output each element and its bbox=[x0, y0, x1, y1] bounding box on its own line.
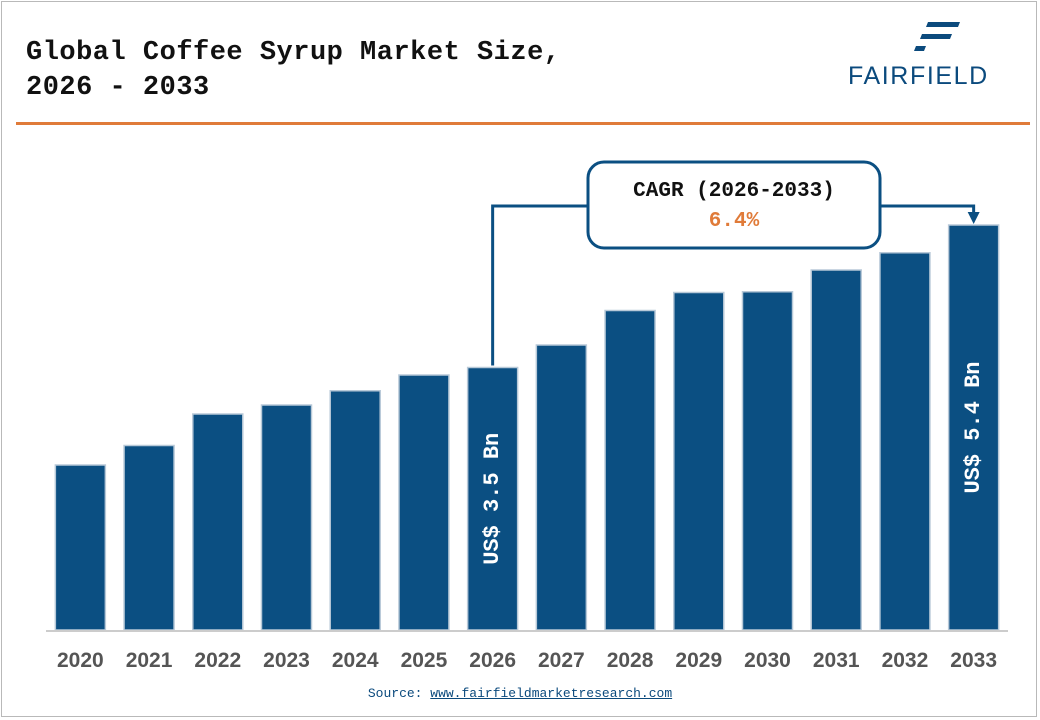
x-tick-label-2022: 2022 bbox=[194, 649, 241, 672]
source-label: Source: bbox=[367, 686, 423, 701]
bar-2022 bbox=[192, 413, 244, 631]
cagr-callout-box bbox=[586, 160, 882, 250]
chart-title: Global Coffee Syrup Market Size, 2026 - … bbox=[26, 36, 666, 106]
x-axis-tick-labels: 2020 2021 2022 2023 2024 2025 2026 2027 2028 2029… bbox=[57, 649, 997, 672]
x-tick-label-2026: 2026 bbox=[469, 649, 516, 672]
bar-2021 bbox=[123, 444, 175, 631]
x-tick-label-2032: 2032 bbox=[882, 649, 929, 672]
bar-value-label-2033: US$ 5.4 Bn bbox=[961, 361, 986, 493]
x-tick-label-2029: 2029 bbox=[675, 649, 722, 672]
fairfield-logo-mark-icon bbox=[914, 22, 960, 51]
bars-group bbox=[54, 224, 1000, 631]
cagr-callout-title: CAGR (2026-2033) bbox=[633, 180, 835, 203]
bar-2033 bbox=[947, 224, 1000, 631]
source-note: Source: www.fairfieldmarketresearch.com bbox=[0, 686, 1040, 701]
x-tick-label-2031: 2031 bbox=[813, 649, 860, 672]
bar-2020 bbox=[54, 464, 107, 631]
cagr-arrow-icon bbox=[967, 212, 980, 224]
bar-2029 bbox=[673, 291, 725, 631]
title-line-2: 2026 - 2033 bbox=[26, 73, 210, 103]
bar-2030 bbox=[741, 291, 794, 631]
bar-2031 bbox=[810, 269, 862, 631]
cagr-callout: CAGR (2026-2033) 6.4% bbox=[491, 160, 980, 366]
x-tick-label-2025: 2025 bbox=[401, 649, 448, 672]
x-tick-label-2028: 2028 bbox=[607, 649, 654, 672]
x-tick-label-2024: 2024 bbox=[332, 649, 379, 672]
cagr-callout-value: 6.4% bbox=[709, 210, 760, 233]
bar-2024 bbox=[329, 390, 381, 631]
bar-2025 bbox=[398, 374, 450, 631]
x-tick-label-2020: 2020 bbox=[57, 649, 104, 672]
logo-wordmark: FAIRFIELD bbox=[848, 62, 989, 90]
fairfield-logo: FAIRFIELD bbox=[848, 18, 1026, 90]
x-tick-label-2030: 2030 bbox=[744, 649, 791, 672]
title-line-1: Global Coffee Syrup Market Size, bbox=[26, 38, 561, 68]
bar-2028 bbox=[604, 309, 656, 631]
bar-value-labels: US$ 3.5 Bn US$ 5.4 Bn bbox=[480, 361, 986, 564]
bar-2027 bbox=[535, 344, 588, 631]
header-divider bbox=[16, 122, 1030, 125]
x-tick-label-2021: 2021 bbox=[126, 649, 173, 672]
x-tick-label-2033: 2033 bbox=[950, 649, 997, 672]
x-tick-label-2023: 2023 bbox=[263, 649, 310, 672]
bar-value-label-2026: US$ 3.5 Bn bbox=[480, 433, 505, 565]
x-tick-label-2027: 2027 bbox=[538, 649, 585, 672]
bar-2023 bbox=[260, 404, 313, 631]
source-link[interactable]: www.fairfieldmarketresearch.com bbox=[430, 686, 673, 701]
bar-2032 bbox=[879, 252, 931, 631]
